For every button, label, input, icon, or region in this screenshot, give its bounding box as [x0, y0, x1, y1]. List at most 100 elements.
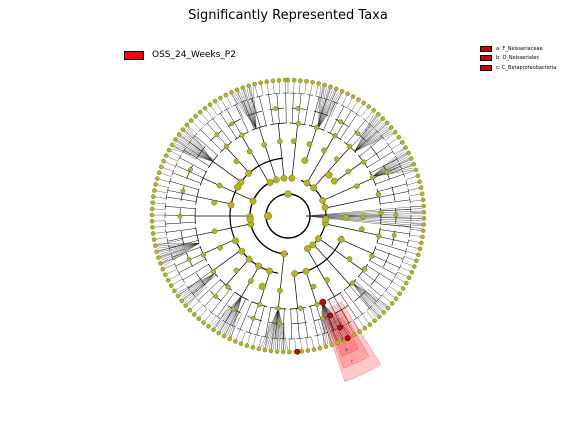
- leaf-branch: [327, 316, 338, 343]
- taxon-node: [234, 183, 242, 191]
- tree-branch-arc: [253, 333, 261, 337]
- taxon-node: [180, 188, 186, 194]
- fan-branch: [321, 302, 342, 339]
- fan-branch: [354, 114, 376, 152]
- taxon-node: [277, 321, 282, 327]
- leaf-branch: [177, 279, 201, 297]
- tree-branch: [212, 161, 242, 183]
- taxon-node: [295, 120, 301, 127]
- fan-branch: [352, 282, 378, 317]
- fan-branch: [318, 90, 335, 129]
- clade-legend-label: c: C_Betaproteobacteria: [496, 64, 557, 71]
- taxon-node: [188, 167, 193, 172]
- tree-branch: [369, 260, 397, 276]
- tree-branch: [379, 229, 410, 235]
- fan-branch: [372, 158, 410, 177]
- fan-branch: [354, 116, 378, 152]
- fan-branch: [181, 273, 215, 298]
- leaf-branch: [383, 152, 409, 167]
- leaf-node: [415, 173, 421, 179]
- leaf-node: [250, 345, 256, 350]
- tree-branch-arc: [345, 321, 352, 325]
- taxon-node: [314, 124, 320, 131]
- fan-branch: [231, 296, 242, 338]
- fan-branch: [260, 308, 279, 348]
- leaf-branch: [218, 308, 234, 334]
- taxon-node: [255, 262, 262, 270]
- taxon-node: [217, 244, 223, 251]
- tree-branch-arc: [404, 248, 407, 255]
- significant-taxon-node: [327, 312, 334, 319]
- leaf-node: [381, 310, 387, 315]
- leaf-node: [238, 341, 244, 346]
- tree-branch: [329, 106, 344, 134]
- fan-branch: [352, 282, 376, 318]
- clade-legend-item: b: O_Neisseriales: [480, 54, 556, 64]
- leaf-node: [172, 288, 177, 294]
- fan-branch: [321, 302, 336, 342]
- taxon-node: [261, 142, 268, 148]
- fan-branch: [238, 91, 257, 129]
- tree-branch: [166, 196, 197, 202]
- leaf-node: [409, 269, 415, 275]
- fan-branch: [175, 143, 213, 162]
- fan-branch: [354, 129, 391, 152]
- taxon-node: [295, 106, 301, 111]
- tree-branch: [212, 118, 232, 143]
- leaf-node: [385, 305, 391, 311]
- leaf-node: [165, 277, 171, 283]
- tree-branch: [200, 129, 222, 151]
- fan-branch: [352, 282, 381, 314]
- leaf-node: [229, 90, 234, 95]
- tree-branch: [194, 135, 218, 156]
- leaf-branch: [248, 85, 257, 113]
- class-legend: OSS_24_Weeks_P2: [124, 50, 236, 60]
- fan-branch: [372, 148, 405, 177]
- tree-branch-arc: [378, 293, 384, 299]
- tree-branch: [377, 183, 407, 192]
- leaf-node: [341, 337, 346, 343]
- tree-branch: [276, 93, 280, 124]
- fan-branch: [174, 145, 213, 162]
- leaf-node: [280, 349, 286, 355]
- leaf-node: [158, 164, 164, 170]
- taxon-node: [200, 252, 207, 258]
- tree-branch: [304, 94, 311, 125]
- tree-branch-arc: [223, 107, 230, 112]
- leaf-node: [411, 264, 417, 269]
- fan-branch: [352, 282, 379, 315]
- leaf-node: [287, 349, 292, 355]
- tree-branch: [226, 109, 242, 136]
- leaf-node: [310, 79, 315, 85]
- fan-branch: [275, 308, 279, 350]
- tree-branch: [343, 289, 363, 315]
- leaf-branch: [231, 92, 244, 118]
- tree-branch-arc: [166, 237, 169, 245]
- taxon-node: [216, 182, 223, 189]
- fan-branch: [321, 302, 338, 341]
- tree-branch: [359, 137, 383, 157]
- tree-branch-arc: [409, 196, 411, 204]
- fan-branch: [354, 126, 388, 152]
- leaf-node: [413, 167, 419, 173]
- leaf-node: [420, 197, 426, 203]
- fan-branch: [218, 296, 242, 331]
- taxon-node: [302, 267, 310, 275]
- taxon-node: [257, 302, 263, 308]
- tree-branch-arc: [297, 93, 305, 95]
- tree-branch: [325, 223, 380, 236]
- leaf-node: [377, 314, 382, 320]
- leaf-node: [233, 339, 238, 344]
- leaf-node: [416, 252, 421, 258]
- leaf-node: [193, 113, 198, 119]
- tree-branch: [290, 308, 292, 339]
- fan-branch: [321, 302, 346, 338]
- tree-branch-arc: [265, 93, 272, 96]
- taxon-node: [304, 245, 311, 253]
- leaf-node: [376, 112, 381, 117]
- fan-branch: [212, 296, 242, 328]
- taxon-node: [264, 211, 273, 220]
- taxon-node: [310, 283, 317, 290]
- tree-branch-arc: [177, 269, 181, 276]
- tree-branch-arc: [390, 148, 395, 155]
